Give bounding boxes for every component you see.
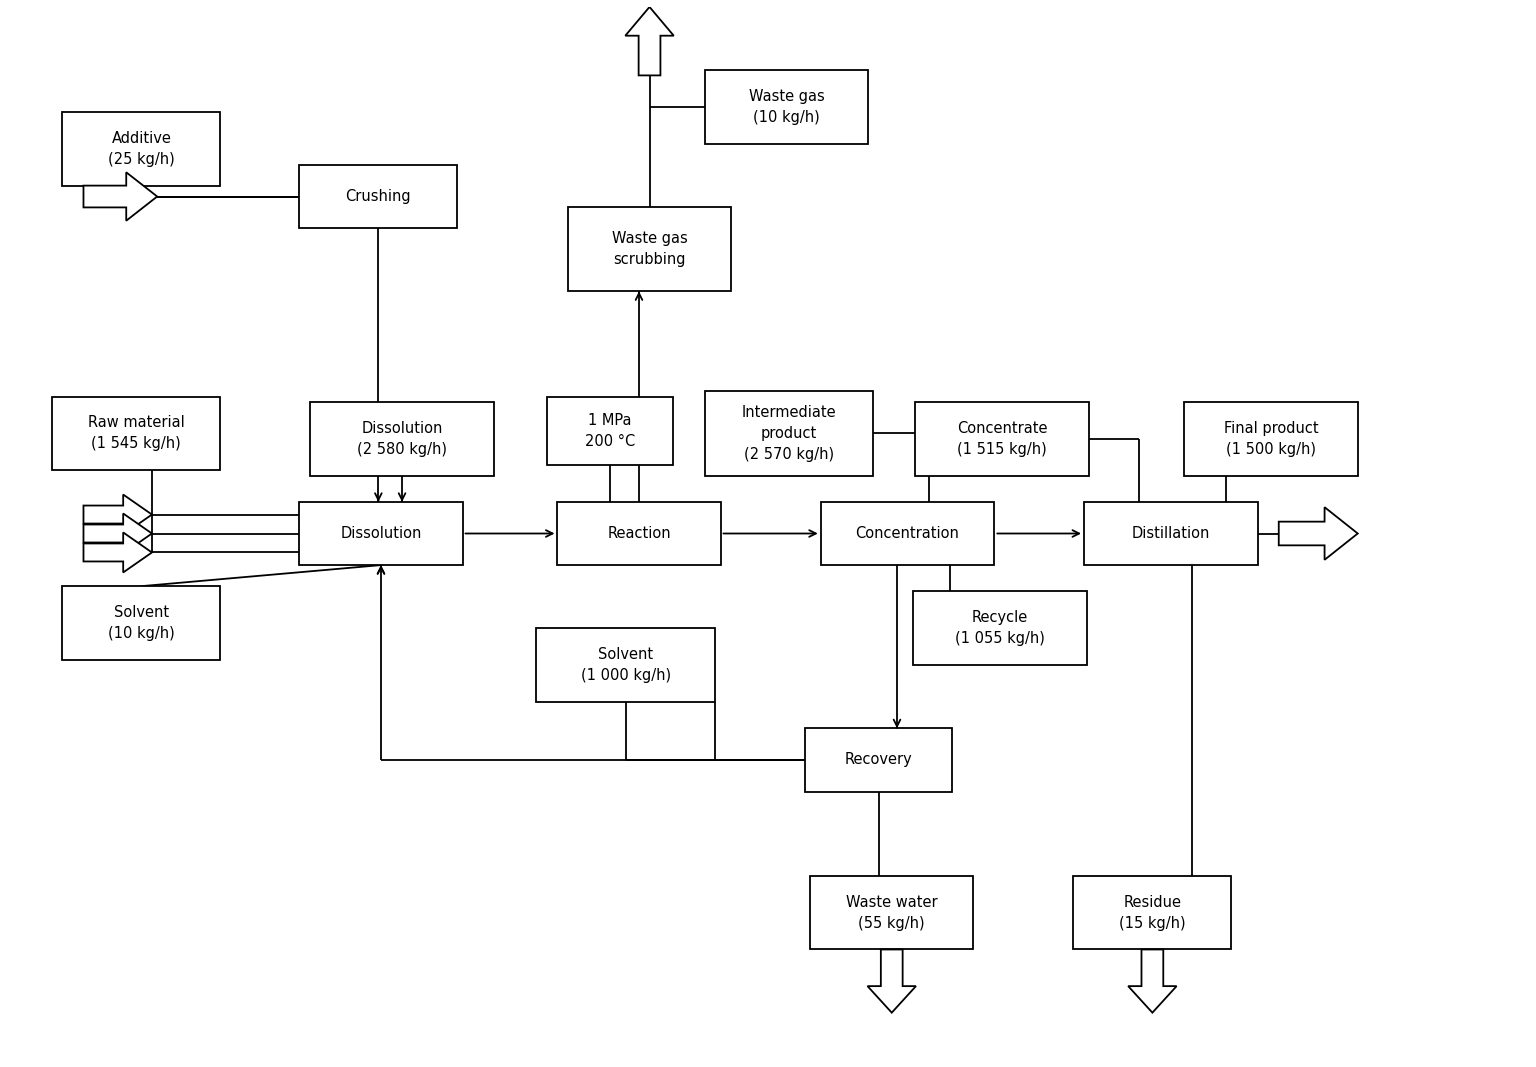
Bar: [547, 397, 673, 465]
Bar: [558, 501, 720, 566]
Bar: [1074, 876, 1232, 950]
Bar: [705, 392, 874, 476]
Polygon shape: [83, 532, 152, 573]
Bar: [1084, 501, 1258, 566]
Bar: [914, 591, 1087, 665]
Text: Solvent
(10 kg/h): Solvent (10 kg/h): [108, 605, 175, 641]
Polygon shape: [1279, 507, 1358, 560]
Text: Distillation: Distillation: [1132, 526, 1210, 541]
Bar: [63, 112, 220, 186]
Polygon shape: [83, 172, 157, 221]
Text: Intermediate
product
(2 570 kg/h): Intermediate product (2 570 kg/h): [742, 405, 837, 462]
Polygon shape: [1127, 950, 1177, 1013]
Bar: [915, 402, 1089, 476]
Text: Dissolution: Dissolution: [341, 526, 422, 541]
Polygon shape: [83, 494, 152, 535]
Bar: [300, 165, 458, 228]
Text: Recycle
(1 055 kg/h): Recycle (1 055 kg/h): [955, 610, 1044, 647]
Bar: [310, 402, 495, 476]
Bar: [809, 876, 974, 950]
Bar: [805, 729, 952, 792]
Bar: [300, 501, 462, 566]
Polygon shape: [868, 950, 915, 1013]
Text: Residue
(15 kg/h): Residue (15 kg/h): [1120, 894, 1186, 930]
Text: Waste gas
(10 kg/h): Waste gas (10 kg/h): [748, 89, 825, 125]
Text: Waste gas
scrubbing: Waste gas scrubbing: [611, 232, 688, 267]
Bar: [568, 207, 731, 291]
Text: Reaction: Reaction: [607, 526, 671, 541]
Text: Concentration: Concentration: [856, 526, 960, 541]
Bar: [536, 628, 716, 702]
Text: Waste water
(55 kg/h): Waste water (55 kg/h): [846, 894, 937, 930]
Polygon shape: [625, 7, 674, 76]
Text: 1 MPa
200 °C: 1 MPa 200 °C: [585, 413, 636, 449]
Bar: [1184, 402, 1358, 476]
Text: Final product
(1 500 kg/h): Final product (1 500 kg/h): [1224, 420, 1318, 457]
Text: Additive
(25 kg/h): Additive (25 kg/h): [108, 131, 175, 168]
Text: Solvent
(1 000 kg/h): Solvent (1 000 kg/h): [581, 648, 671, 683]
Polygon shape: [83, 513, 152, 554]
Bar: [63, 586, 220, 659]
Bar: [705, 70, 868, 144]
Text: Concentrate
(1 515 kg/h): Concentrate (1 515 kg/h): [957, 420, 1048, 457]
Text: Dissolution
(2 580 kg/h): Dissolution (2 580 kg/h): [356, 420, 447, 457]
Text: Raw material
(1 545 kg/h): Raw material (1 545 kg/h): [88, 415, 184, 451]
Bar: [820, 501, 994, 566]
Bar: [52, 397, 220, 471]
Text: Crushing: Crushing: [346, 189, 412, 204]
Text: Recovery: Recovery: [845, 752, 912, 767]
